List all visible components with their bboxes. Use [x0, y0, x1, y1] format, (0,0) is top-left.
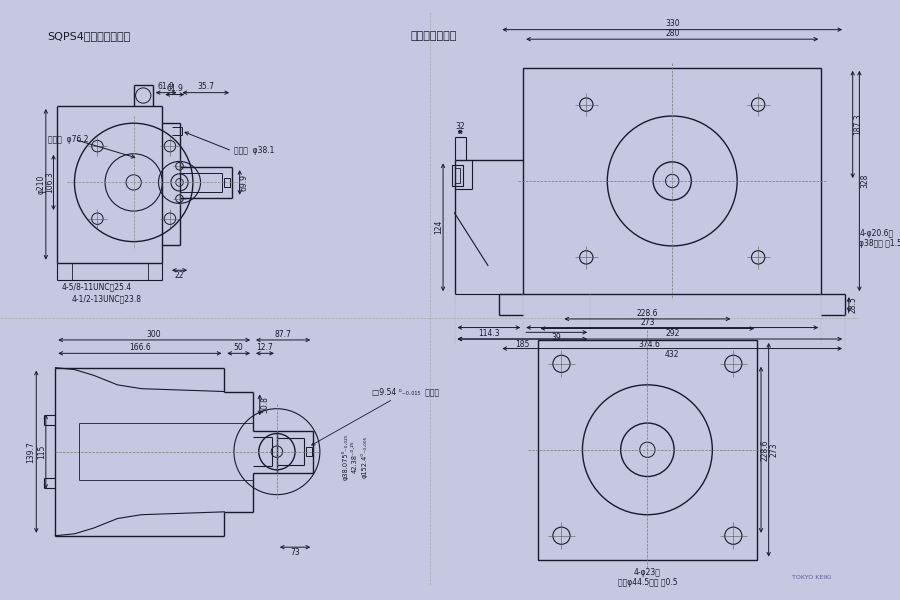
Text: 187.3: 187.3 [853, 113, 862, 135]
Text: 50: 50 [234, 343, 244, 352]
Text: φ210: φ210 [37, 175, 46, 194]
Text: 4-φ23孔: 4-φ23孔 [634, 568, 661, 577]
Text: TOKYO KEIKI: TOKYO KEIKI [792, 575, 831, 580]
Bar [454, 168, 460, 184]
Text: 374.6: 374.6 [639, 340, 661, 349]
Text: 50.8: 50.8 [260, 397, 269, 413]
Text: 124: 124 [434, 220, 443, 235]
Text: 背面φ44.5沉孔 深0.5: 背面φ44.5沉孔 深0.5 [617, 578, 677, 587]
Text: （脚架安装型）: （脚架安装型） [410, 31, 457, 41]
Text: 4-1/2-13UNC深23.8: 4-1/2-13UNC深23.8 [72, 295, 141, 304]
Text: 22: 22 [175, 271, 184, 280]
Text: 61.9: 61.9 [158, 82, 175, 91]
Text: 4-5/8-11UNC深25.4: 4-5/8-11UNC深25.4 [62, 282, 132, 291]
Text: 吸油口  φ76.2: 吸油口 φ76.2 [48, 135, 88, 144]
Text: φ38.075⁰₋₀.₀₂₅: φ38.075⁰₋₀.₀₂₅ [342, 433, 349, 480]
Text: φ152.4⁰₋₀.₀₀₅: φ152.4⁰₋₀.₀₀₅ [361, 436, 368, 478]
Text: 35.7: 35.7 [197, 82, 214, 91]
Text: 228.6: 228.6 [636, 309, 658, 318]
Text: φ38沉孔 深1.5: φ38沉孔 深1.5 [860, 239, 900, 248]
Text: □9.54 ⁰₋₀.₀₁₅  平行键: □9.54 ⁰₋₀.₀₁₅ 平行键 [311, 388, 439, 445]
Text: 228.6: 228.6 [760, 439, 770, 461]
Text: 328: 328 [860, 174, 869, 188]
Text: 166.6: 166.6 [129, 343, 151, 352]
Bar [306, 447, 312, 457]
Text: 432: 432 [665, 350, 680, 359]
Text: 39: 39 [552, 332, 562, 341]
Text: 292: 292 [665, 329, 680, 338]
Text: 185: 185 [515, 340, 529, 349]
Text: 106.3: 106.3 [45, 172, 54, 193]
Text: 12.7: 12.7 [256, 343, 274, 352]
Text: 280: 280 [665, 29, 680, 38]
Bar [523, 68, 821, 294]
Bar [537, 340, 757, 560]
Text: 28.5: 28.5 [848, 296, 857, 313]
Text: 排油口  φ38.1: 排油口 φ38.1 [234, 146, 274, 155]
Text: 273: 273 [640, 318, 654, 327]
Text: 32: 32 [455, 122, 465, 131]
Text: 115: 115 [38, 445, 47, 459]
Bar [452, 165, 464, 186]
Text: 273: 273 [770, 443, 778, 457]
Text: 139.7: 139.7 [26, 441, 35, 463]
Text: SQPS4（法兰安装型）: SQPS4（法兰安装型） [48, 31, 131, 41]
Text: 87.7: 87.7 [274, 330, 292, 339]
Text: 61.9: 61.9 [166, 85, 184, 94]
Text: 114.3: 114.3 [478, 329, 500, 338]
Bar [224, 178, 230, 187]
Text: 330: 330 [665, 19, 680, 28]
Text: 73: 73 [290, 548, 300, 557]
Text: 69.9: 69.9 [240, 174, 249, 191]
Text: 42.38⁻⁰·²⁵: 42.38⁻⁰·²⁵ [351, 440, 357, 473]
Text: 4-φ20.6孔: 4-φ20.6孔 [860, 229, 894, 238]
Text: 300: 300 [147, 330, 161, 339]
